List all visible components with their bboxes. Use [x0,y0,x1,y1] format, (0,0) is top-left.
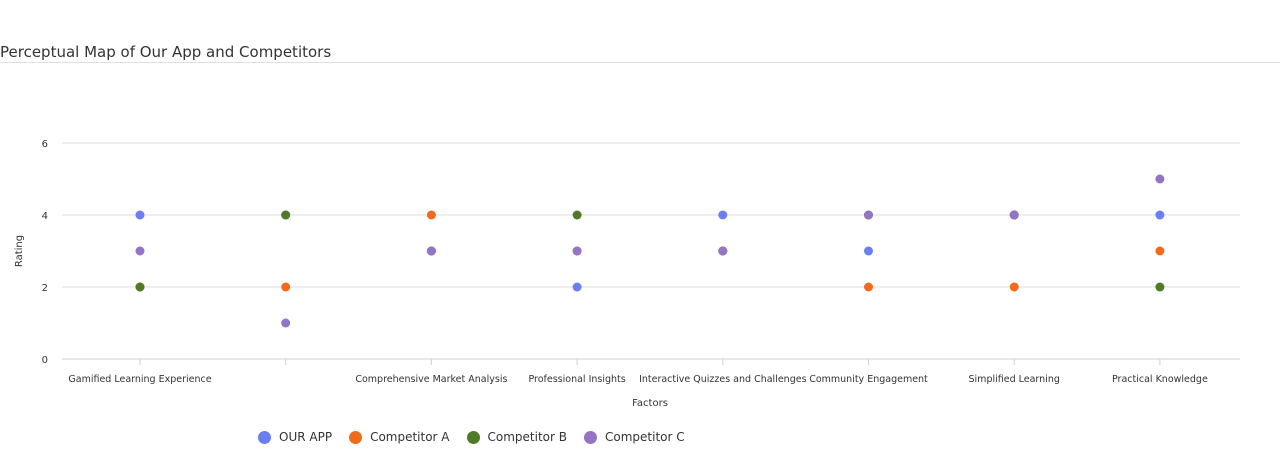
x-axis-title: Factors [632,398,668,409]
data-point-our-app [135,210,145,220]
data-point-competitor-c [1155,174,1165,184]
legend-item[interactable]: OUR APP [258,430,332,444]
data-point-competitor-c [718,246,728,256]
data-point-competitor-c [426,246,436,256]
data-point-competitor-c [864,210,873,220]
data-point-competitor-b [572,210,582,220]
data-point-competitor-c [281,318,291,328]
legend-marker [349,430,363,444]
data-point-competitor-a [1155,246,1165,256]
data-point-competitor-c [135,246,145,256]
data-point-competitor-b [135,282,145,292]
chart-legend: OUR APP Competitor A Competitor B Competito… [258,430,702,444]
data-point-our-app [1155,210,1165,220]
legend-item[interactable]: Competitor A [349,430,450,444]
legend-marker [258,430,271,444]
y-tick-label: 6 [42,139,48,150]
data-point-competitor-a [281,282,291,292]
data-point-our-app [572,282,582,292]
x-tick-label: Community Engagement [809,374,928,385]
x-tick-label: Simplified Learning [969,374,1060,385]
data-point-competitor-a [864,282,873,292]
data-point-competitor-b [1155,282,1165,292]
data-point-competitor-b [281,210,291,220]
data-point-competitor-a [426,210,436,220]
legend-label: Competitor A [370,430,450,444]
y-tick-label: 2 [42,283,48,294]
header: Perceptual Map of Our App and Competitor… [0,0,1280,63]
y-axis-title: Rating [14,235,25,267]
y-tick-label: 4 [42,211,48,222]
y-tick-label: 0 [42,355,48,366]
legend-label: Competitor B [487,430,567,444]
x-tick-label: Professional Insights [528,374,625,385]
data-point-our-app [864,246,873,256]
x-tick-label: Comprehensive Market Analysis [355,374,507,385]
legend-label: Competitor C [605,430,685,444]
legend-marker [584,430,597,444]
legend-item[interactable]: Competitor B [466,430,567,444]
data-point-our-app [718,210,728,220]
x-tick-label: Interactive Quizzes and Challenges [639,374,807,385]
page-title: Perceptual Map of Our App and Competitor… [0,43,332,61]
legend-marker [466,430,480,444]
data-point-competitor-c [1009,210,1019,220]
legend-label: OUR APP [279,430,333,444]
data-point-competitor-c [572,246,582,256]
data-point-competitor-a [1009,282,1019,292]
legend-item[interactable]: Competitor C [584,430,685,444]
x-tick-label: Practical Knowledge [1112,374,1208,385]
x-tick-label: Gamified Learning Experience [68,374,211,385]
